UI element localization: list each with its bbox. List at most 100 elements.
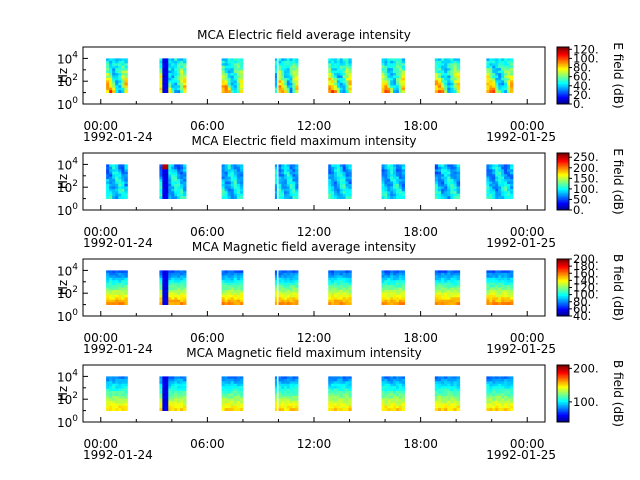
y-axis-label: Hz — [56, 68, 70, 83]
panel-title: MCA Magnetic field maximum intensity — [186, 346, 422, 360]
date-start-label: 1992-01-24 — [83, 448, 153, 462]
colorbar-tick-label: 60. — [573, 70, 591, 84]
y-axis-label: Hz — [56, 280, 70, 295]
date-start-label: 1992-01-24 — [83, 130, 153, 144]
x-tick-label: 18:00 — [403, 225, 438, 239]
spectrogram-block — [221, 58, 244, 93]
x-tick-label: 00:00 — [83, 331, 118, 345]
x-tick-label: 06:00 — [190, 225, 225, 239]
panel-1: MCA Electric field average intensity 100 1… — [56, 28, 625, 144]
spectrogram-block — [434, 270, 461, 305]
spectrogram-block — [486, 164, 514, 199]
date-end-label: 1992-01-25 — [486, 130, 556, 144]
panel-title: MCA Magnetic field average intensity — [192, 240, 416, 254]
y-tick-label: 100 — [57, 308, 78, 324]
spectrogram-block — [434, 376, 461, 411]
colorbar: 0.20.40.60.80.100.120. E field (dB) — [556, 42, 625, 111]
spectrogram-block — [278, 376, 299, 411]
colorbar-tick-label: 200. — [573, 161, 599, 175]
colorbar-tick-label: 200. — [573, 252, 599, 266]
spectrogram-block — [159, 164, 187, 199]
y-tick-label: 102 — [57, 73, 78, 89]
date-start-label: 1992-01-24 — [83, 342, 153, 356]
spectrogram-block — [278, 164, 299, 199]
spectrogram-block — [381, 376, 406, 411]
y-tick-label: 104 — [57, 368, 78, 384]
colorbar-tick-label: 80. — [573, 295, 591, 309]
date-end-label: 1992-01-25 — [486, 448, 556, 462]
x-tick-label: 18:00 — [403, 119, 438, 133]
colorbar-tick-label: 40. — [573, 309, 591, 323]
x-tick-label: 00:00 — [83, 119, 118, 133]
colorbar-tick-label: 0. — [573, 203, 584, 217]
colorbar-tick-label: 120. — [573, 42, 599, 56]
panel-2: MCA Electric field maximum intensity 100 1… — [56, 134, 625, 250]
colorbar-tick-label: 160. — [573, 266, 599, 280]
y-tick-label: 104 — [57, 50, 78, 66]
colorbar: 40.60.80.100.120.140.160.180.200. B field… — [556, 252, 625, 323]
colorbar-tick-label: 180. — [573, 259, 599, 273]
x-tick-label: 12:00 — [297, 331, 332, 345]
spectrogram-block — [274, 58, 278, 93]
x-tick-label: 00:00 — [510, 437, 545, 451]
y-tick-label: 100 — [57, 96, 78, 112]
date-end-label: 1992-01-25 — [486, 342, 556, 356]
spectrogram-block — [328, 58, 352, 93]
date-end-label: 1992-01-25 — [486, 236, 556, 250]
spectrogram-block — [486, 376, 514, 411]
spectrogram-block — [221, 270, 244, 305]
x-tick-label: 06:00 — [190, 437, 225, 451]
colorbar-tick-label: 20. — [573, 88, 591, 102]
colorbar-tick-label: 100. — [573, 51, 599, 65]
spectrogram-block — [278, 270, 299, 305]
y-tick-label: 102 — [57, 285, 78, 301]
y-tick-label: 100 — [57, 202, 78, 218]
plot-frame — [82, 364, 546, 423]
colorbar-tick-label: 140. — [573, 273, 599, 287]
x-tick-label: 06:00 — [190, 331, 225, 345]
x-tick-label: 12:00 — [297, 437, 332, 451]
plot-frame — [82, 46, 546, 105]
colorbar-tick-label: 100. — [573, 395, 599, 409]
x-tick-label: 12:00 — [297, 225, 332, 239]
spectrogram-block — [159, 270, 187, 305]
spectrogram-block — [274, 164, 278, 199]
colorbar-frame — [556, 364, 570, 423]
spectrogram-block — [106, 270, 128, 305]
date-start-label: 1992-01-24 — [83, 236, 153, 250]
spectrogram-block — [159, 58, 187, 93]
colorbar-tick-label: 200. — [573, 361, 599, 375]
x-tick-label: 00:00 — [510, 119, 545, 133]
panel-title: MCA Electric field average intensity — [197, 28, 411, 42]
x-tick-label: 00:00 — [510, 225, 545, 239]
x-tick-label: 18:00 — [403, 437, 438, 451]
colorbar-frame — [556, 152, 570, 211]
x-tick-label: 00:00 — [510, 331, 545, 345]
spectrogram-block — [328, 164, 352, 199]
spectrogram-block — [381, 58, 406, 93]
spectrogram-block — [274, 270, 278, 305]
spectrogram-block — [328, 376, 352, 411]
spectrogram-block — [434, 164, 461, 199]
panel-4: MCA Magnetic field maximum intensity 100 1… — [56, 346, 625, 462]
y-tick-label: 104 — [57, 262, 78, 278]
plot-frame — [82, 258, 546, 317]
colorbar: 100. 200. B field (dB) — [556, 360, 625, 427]
spectrogram-block — [381, 270, 406, 305]
y-axis-label: Hz — [56, 386, 70, 401]
y-axis-label: Hz — [56, 174, 70, 189]
colorbar-tick-label: 80. — [573, 61, 591, 75]
y-tick-label: 102 — [57, 179, 78, 195]
y-tick-label: 100 — [57, 414, 78, 430]
panel-3: MCA Magnetic field average intensity 100 1… — [56, 240, 625, 356]
colorbar-tick-label: 150. — [573, 171, 599, 185]
spectrogram-block — [221, 164, 244, 199]
colorbar-label: B field (dB) — [611, 360, 625, 427]
spectrogram-block — [106, 164, 128, 199]
colorbar-tick-label: 0. — [573, 97, 584, 111]
colorbar-label: E field (dB) — [611, 148, 625, 214]
y-tick-label: 102 — [57, 391, 78, 407]
colorbar: 0.50.100.150.200.250. E field (dB) — [556, 148, 625, 217]
spectrogram-block — [274, 376, 278, 411]
